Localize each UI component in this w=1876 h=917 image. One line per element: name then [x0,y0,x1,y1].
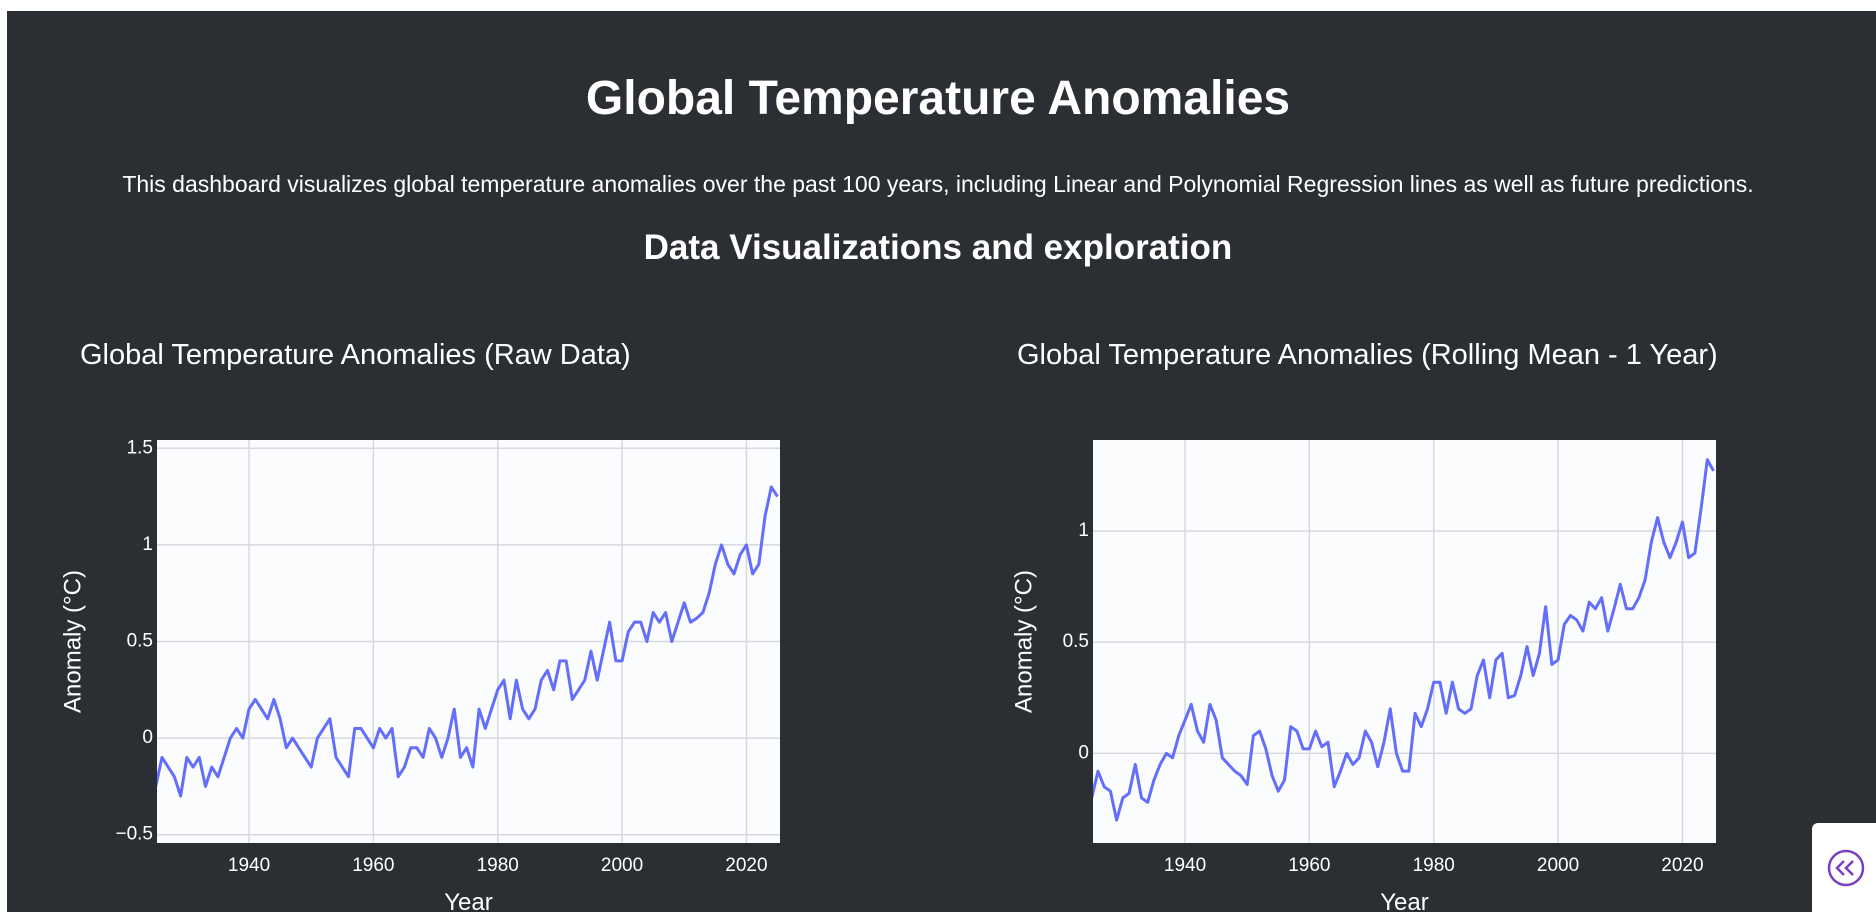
y-tick-label: −0.5 [115,824,153,845]
y-axis-title: Anomaly (°C) [59,570,86,713]
x-tick-label: 1960 [1288,855,1330,876]
y-tick-label: 0.5 [1063,631,1089,652]
x-tick-label: 2000 [1537,855,1579,876]
y-axis-title: Anomaly (°C) [1010,570,1037,713]
page-title: Global Temperature Anomalies [585,72,1291,125]
x-tick-label: 2000 [601,855,643,876]
data-line [157,485,779,798]
y-tick-label: 0.5 [127,631,153,652]
x-axis-title: Year [1380,889,1429,912]
collapse-button[interactable] [1812,823,1876,912]
data-line [1093,458,1715,822]
section-heading: Data Visualizations and exploration [643,228,1233,267]
x-tick-label: 1940 [228,855,270,876]
collapse-icon[interactable] [1812,823,1876,912]
x-tick-label: 2020 [725,855,767,876]
x-tick-label: 1980 [477,855,519,876]
y-tick-label: 0 [142,727,153,748]
x-tick-label: 2020 [1661,855,1703,876]
x-tick-label: 1960 [352,855,394,876]
x-tick-label: 1980 [1413,855,1455,876]
page-subtitle: This dashboard visualizes global tempera… [122,171,1754,197]
x-tick-label: 1940 [1164,855,1206,876]
chart-title: Global Temperature Anomalies (Rolling Me… [1017,339,1718,371]
y-tick-label: 1 [142,534,153,555]
y-tick-label: 1.5 [127,437,153,458]
x-axis-title: Year [444,889,493,912]
y-tick-label: 1 [1078,520,1089,541]
chart-title: Global Temperature Anomalies (Raw Data) [80,339,631,371]
y-tick-label: 0 [1078,742,1089,763]
